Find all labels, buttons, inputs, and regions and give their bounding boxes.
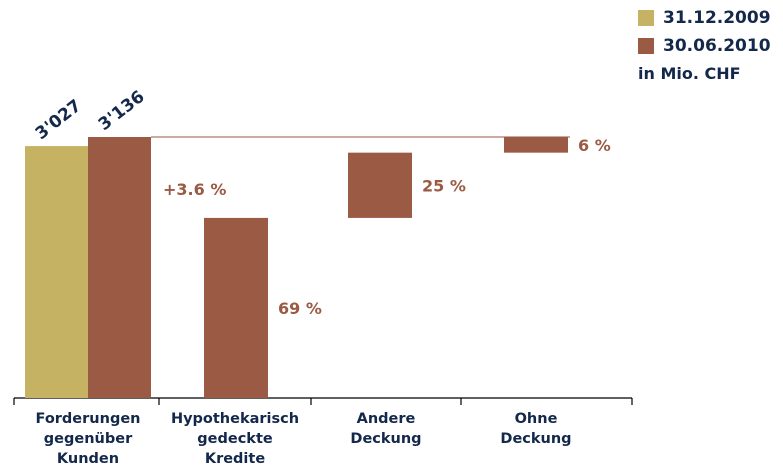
change-label: +3.6 % [163,180,226,199]
segment-label-3: 6 % [578,136,611,155]
category-label-4: Ohne Deckung [500,411,571,447]
unit-label: in Mio. CHF [638,64,741,83]
legend-item-2009: 31.12.2009 [638,4,771,32]
category-label-line: Deckung [350,431,421,447]
bar-segment-2 [348,152,412,218]
category-label-line: gegenüber [44,431,133,447]
category-label-line: Ohne [515,411,558,427]
bar-total-2010 [88,137,151,398]
category-label-line: Kunden [57,451,119,467]
category-label-line: Andere [357,411,416,427]
legend: 31.12.2009 30.06.2010 in Mio. CHF [638,4,771,83]
legend-item-2010: 30.06.2010 [638,32,771,60]
category-label-line: Forderungen [36,411,141,427]
category-label-1: Forderungen gegenüber Kunden [36,411,141,467]
bar-total-2009 [25,146,88,398]
total-label-2010: 3'136 [95,87,149,135]
category-label-line: Deckung [500,431,571,447]
segment-label-1: 69 % [278,299,322,318]
category-label-line: Hypothekarisch [171,411,299,427]
category-label-line: gedeckte [197,431,273,447]
legend-swatch-2010 [638,38,654,54]
bar-segment-3 [504,137,568,153]
total-label-2009: 3'027 [32,96,86,144]
legend-swatch-2009 [638,10,654,26]
legend-label-2010: 30.06.2010 [663,36,771,56]
segment-label-2: 25 % [422,176,466,195]
category-label-2: Hypothekarisch gedeckte Kredite [171,411,299,467]
bar-segment-1 [204,217,268,398]
category-label-3: Andere Deckung [350,411,421,447]
category-label-line: Kredite [205,451,266,467]
legend-label-2009: 31.12.2009 [663,8,771,28]
